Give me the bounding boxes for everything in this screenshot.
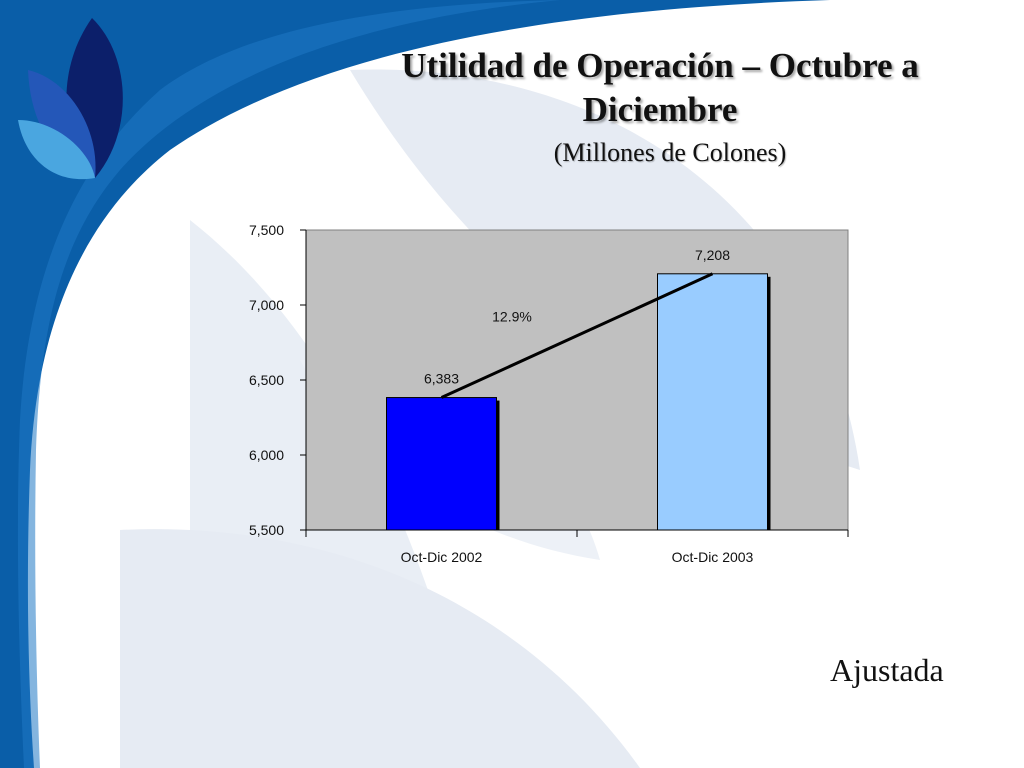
logo-leaves-icon <box>18 18 123 180</box>
footnote-adjusted: Ajustada <box>830 652 944 688</box>
slide-subtitle: (Millones de Colones) <box>553 138 787 167</box>
y-tick-label: 6,000 <box>249 447 284 463</box>
y-tick-label: 7,500 <box>249 222 284 238</box>
data-label: 7,208 <box>695 247 730 263</box>
slide-title: Utilidad de Operación – Octubre a Diciem… <box>401 46 919 129</box>
watermark-leaf-bottom <box>120 529 640 768</box>
bar <box>657 273 768 531</box>
y-tick-label: 5,500 <box>249 522 284 538</box>
x-tick-label: Oct-Dic 2002 <box>401 549 483 565</box>
x-tick-label: Oct-Dic 2003 <box>672 549 754 565</box>
growth-line <box>440 272 714 399</box>
y-tick-label: 7,000 <box>249 297 284 313</box>
y-tick-label: 6,500 <box>249 372 284 388</box>
bar <box>386 397 497 531</box>
growth-annotation: 12.9% <box>492 309 532 325</box>
data-label: 6,383 <box>424 371 459 387</box>
